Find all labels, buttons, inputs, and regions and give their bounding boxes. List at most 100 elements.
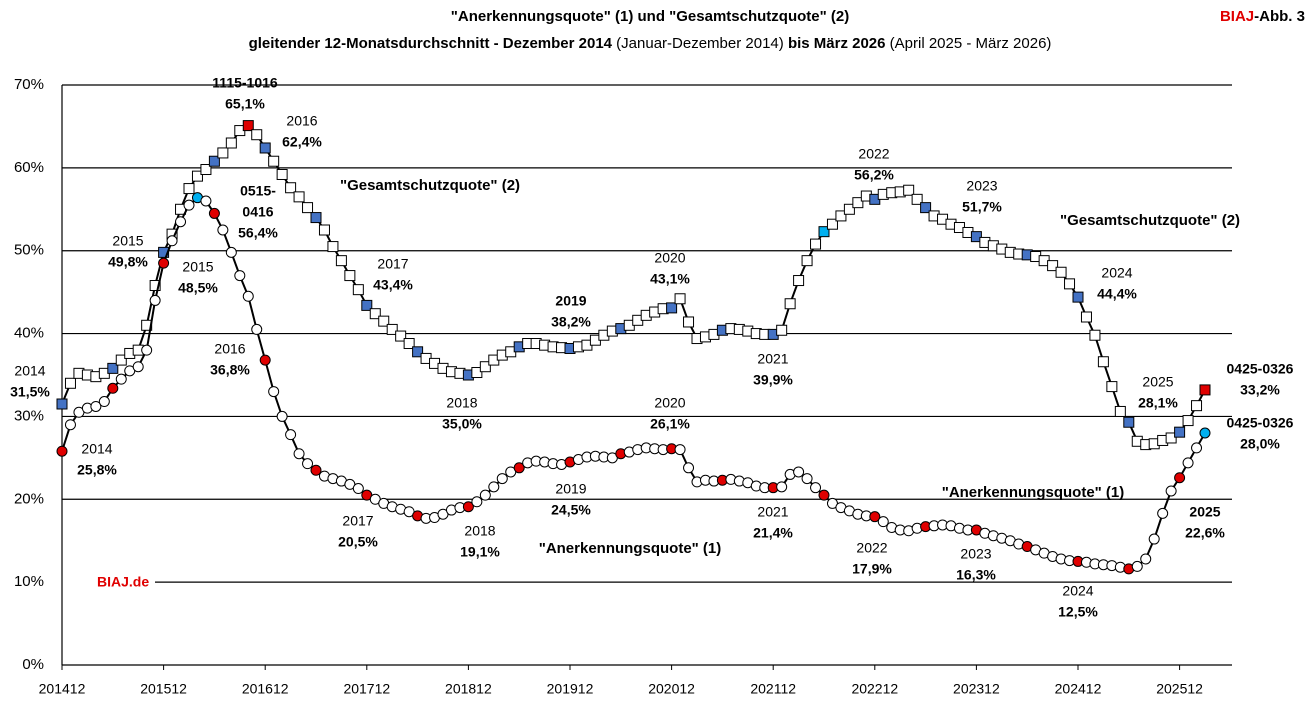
square-marker (115, 354, 127, 366)
annotation: 2014 (14, 363, 45, 379)
circle-marker (98, 396, 110, 408)
annotation: 21,4% (753, 525, 793, 541)
annotation: 16,3% (956, 567, 996, 583)
square-marker (793, 275, 805, 287)
square-marker (412, 346, 424, 358)
x-tick-label: 201512 (140, 681, 187, 697)
annotation: 2022 (856, 540, 887, 556)
circle-marker (352, 483, 364, 495)
square-marker (1191, 400, 1203, 412)
circle-marker (801, 473, 813, 485)
x-tick-label: 202012 (648, 681, 695, 697)
square-marker (1072, 291, 1084, 303)
circle-marker (793, 466, 805, 478)
circle-marker (310, 464, 322, 476)
circle-marker (1191, 442, 1203, 454)
circle-marker (200, 195, 212, 207)
circle-marker (1131, 560, 1143, 572)
square-marker (1055, 266, 1067, 278)
chart-subtitle: gleitender 12-Monatsdurchschnitt - Dezem… (249, 35, 1052, 52)
circle-marker (285, 429, 297, 441)
circle-marker (818, 489, 830, 501)
square-marker (810, 238, 822, 250)
x-tick-label: 202112 (750, 681, 796, 697)
circle-marker (149, 294, 161, 306)
annotation: 2018 (446, 395, 477, 411)
square-marker (191, 170, 203, 182)
y-tick-label: 40% (14, 325, 44, 342)
square-marker (259, 142, 271, 154)
circle-marker (90, 400, 102, 412)
chart-title: "Anerkennungsquote" (1) und "Gesamtschut… (451, 8, 849, 25)
circle-marker (302, 458, 314, 470)
annotation: 2015 (182, 259, 213, 275)
x-tick-label: 202512 (1156, 681, 1203, 697)
square-marker (666, 302, 678, 314)
annotation: 2020 (654, 395, 685, 411)
annotation: 22,6% (1185, 525, 1225, 541)
annotation: 2018 (464, 523, 495, 539)
circle-marker (1157, 507, 1169, 519)
x-tick-label: 202312 (953, 681, 1000, 697)
circle-marker (166, 235, 178, 247)
circle-marker (683, 462, 695, 474)
circle-marker (1148, 533, 1160, 545)
circle-marker (251, 323, 263, 335)
annotation: 19,1% (460, 544, 500, 560)
x-tick-label: 201612 (242, 681, 289, 697)
square-marker (1182, 415, 1194, 427)
square-marker (386, 323, 398, 335)
square-marker (395, 330, 407, 342)
square-marker (327, 241, 339, 253)
circle-marker (141, 344, 153, 356)
annotation: 28,0% (1240, 436, 1280, 452)
annotation: 2014 (81, 441, 112, 457)
annotation: 36,8% (210, 362, 250, 378)
annotation: 2021 (757, 504, 788, 520)
circle-marker (1140, 553, 1152, 565)
circle-marker (674, 444, 686, 456)
circle-marker (107, 382, 119, 394)
annotation: 24,5% (551, 502, 591, 518)
square-marker (352, 284, 364, 296)
square-marker (471, 367, 483, 379)
annotation: 2023 (960, 546, 991, 562)
annotation: 44,4% (1097, 286, 1137, 302)
annotation: 17,9% (852, 561, 892, 577)
square-marker (1123, 416, 1135, 428)
circle-marker (268, 386, 280, 398)
annotation: 2024 (1101, 265, 1132, 281)
annotation: 2015 (112, 233, 143, 249)
annotation: 39,9% (753, 372, 793, 388)
square-marker (344, 270, 356, 282)
square-marker (369, 308, 381, 320)
annotation: 56,4% (238, 225, 278, 241)
annotation: 26,1% (650, 416, 690, 432)
annotation: 51,7% (962, 199, 1002, 215)
square-marker (1080, 311, 1092, 323)
circle-marker (64, 419, 76, 431)
y-tick-label: 70% (14, 76, 44, 93)
square-marker (183, 183, 195, 195)
circle-marker (1182, 457, 1194, 469)
square-marker (1174, 426, 1186, 438)
annotation: 2017 (342, 513, 373, 529)
annotation: 56,2% (854, 167, 894, 183)
square-marker (479, 361, 491, 373)
y-tick-label: 50% (14, 242, 44, 259)
y-tick-label: 20% (14, 490, 44, 507)
circle-marker (56, 445, 68, 457)
annotation: 38,2% (551, 314, 591, 330)
annotation: 2024 (1062, 583, 1093, 599)
x-tick-label: 201712 (343, 681, 390, 697)
circle-marker (488, 481, 500, 493)
circle-marker (293, 448, 305, 460)
square-marker (225, 137, 237, 149)
annotation: 35,0% (442, 416, 482, 432)
square-marker (784, 298, 796, 310)
series-line (61, 124, 1206, 446)
annotation: 2019 (555, 481, 586, 497)
square-marker (200, 164, 212, 176)
badge: BIAJ-Abb. 3 (1220, 8, 1305, 25)
annotation: 49,8% (108, 254, 148, 270)
